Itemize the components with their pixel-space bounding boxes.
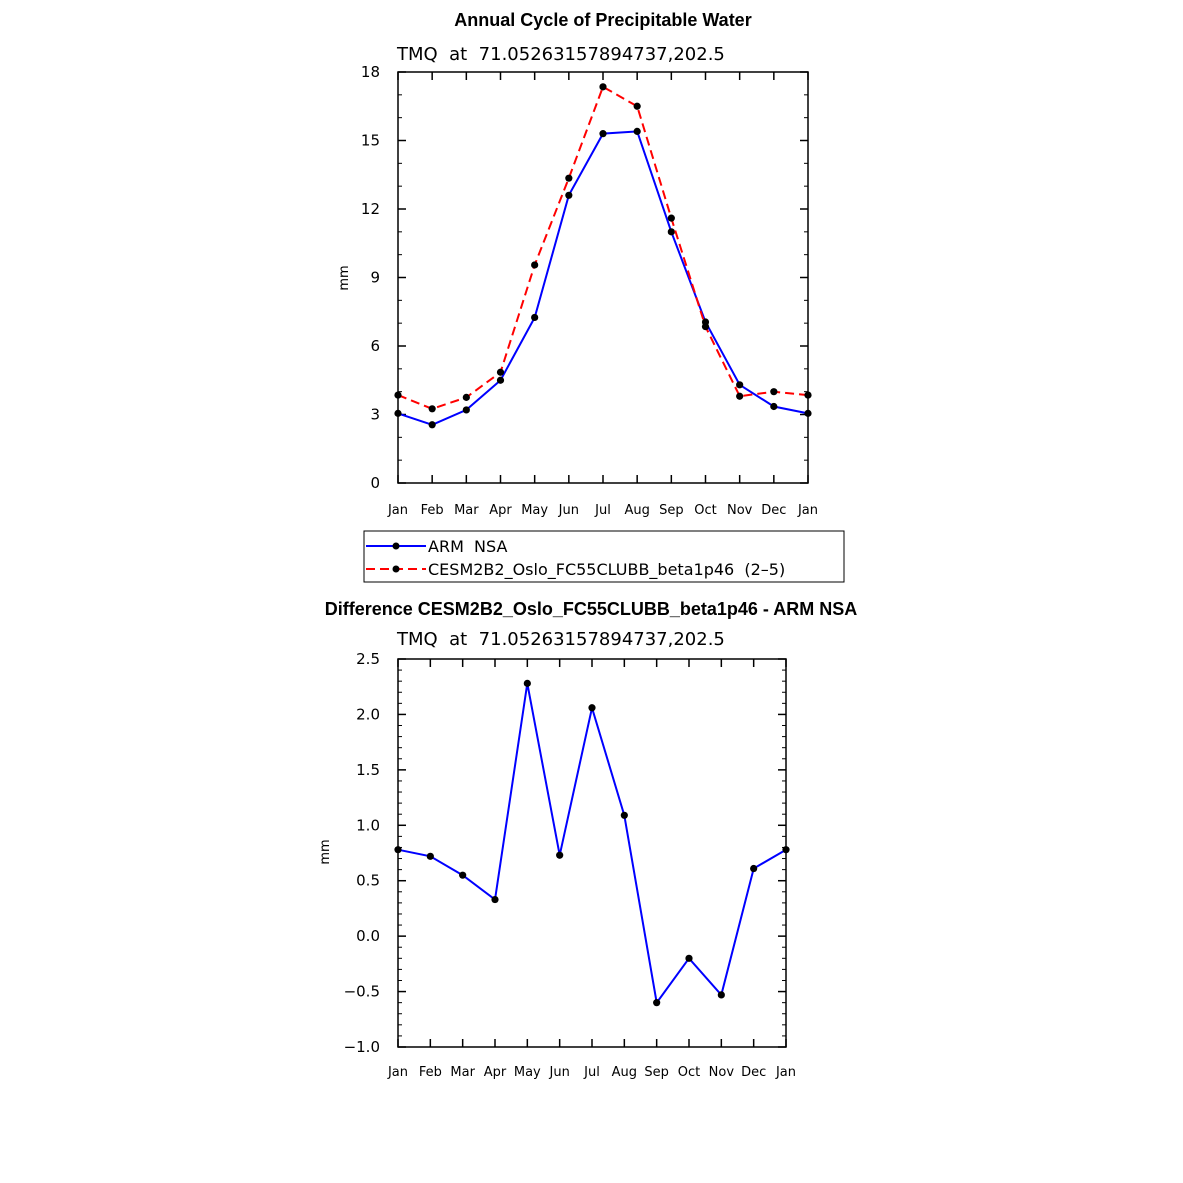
c2-series-0-point [685, 954, 693, 962]
c1-series-0-point [599, 130, 607, 138]
c2-xtick-label: Apr [484, 1065, 507, 1080]
c1-xtick-label: Oct [694, 503, 716, 518]
c1-ytick-label: 0 [370, 474, 380, 492]
c2-xtick-label: Sep [644, 1065, 669, 1080]
c2-series-0-point [523, 679, 531, 687]
c2-xtick-label: Jan [387, 1065, 408, 1080]
c1-xtick-label: Feb [421, 503, 444, 518]
c1-series-1-point [531, 261, 539, 269]
c1-series-0-point [736, 381, 744, 389]
chart1-subtitle: TMQ at 71.05263157894737,202.5 [396, 44, 725, 65]
c1-xtick-label: Apr [489, 503, 512, 518]
c1-series-1-point [496, 368, 505, 376]
c2-xtick-label: Jun [549, 1065, 570, 1080]
c2-series-0-point [588, 704, 596, 712]
chart2-title: Difference CESM2B2_Oslo_FC55CLUBB_beta1p… [325, 599, 857, 619]
legend-cesm-marker [392, 565, 400, 573]
c2-series-0-point [556, 851, 564, 859]
c2-xtick-label: Feb [419, 1065, 442, 1080]
c1-series-0-point [462, 406, 470, 414]
c1-series-1-point [770, 388, 778, 396]
legend-arm-marker [392, 542, 400, 550]
c2-xtick-label: Mar [450, 1065, 475, 1080]
c2-xtick-label: Jul [583, 1065, 600, 1080]
chart1-legend: ARM NSA CESM2B2_Oslo_FC55CLUBB_beta1p46 … [363, 530, 845, 583]
c1-series-1-point [428, 405, 436, 413]
chart2-plot-frame [397, 658, 787, 1048]
chart2-subtitle: TMQ at 71.05263157894737,202.5 [396, 629, 725, 650]
c2-series-0-point [459, 871, 467, 879]
c2-xtick-label: Nov [709, 1065, 735, 1080]
c2-ytick-label: 1.5 [356, 761, 380, 779]
c1-series-1-point [462, 393, 470, 401]
c1-ytick-label: 9 [370, 269, 380, 287]
c1-series-1-point [565, 174, 573, 182]
legend-arm-label: ARM NSA [428, 537, 507, 556]
c1-series-0-point [770, 402, 778, 411]
difference-chart: Difference CESM2B2_Oslo_FC55CLUBB_beta1p… [318, 599, 857, 1080]
chart1-axis-ticks: 0 3 6 9 12 15 18 Jan Feb Mar Apr May Jun Jul Aug Sep Oct… [361, 63, 818, 518]
c1-xtick-label: Sep [659, 503, 684, 518]
c2-ytick-label: −0.5 [344, 983, 380, 1001]
c2-ytick-label: 1.0 [356, 816, 380, 834]
c1-series-0-point [531, 313, 539, 322]
c2-xtick-label: May [514, 1065, 541, 1080]
c1-xtick-label: Dec [761, 503, 786, 518]
chart1-ylabel: mm [337, 265, 352, 290]
chart2-series [394, 679, 790, 1007]
c1-xtick-label: Jun [558, 503, 579, 518]
c2-series-0-point [491, 895, 499, 904]
c1-ytick-label: 6 [370, 337, 380, 355]
c1-series-0-line [397, 130, 809, 426]
c2-xtick-label: Aug [612, 1065, 637, 1080]
c2-xtick-label: Oct [678, 1065, 700, 1080]
c1-series-0-point [496, 376, 505, 384]
legend-cesm-label: CESM2B2_Oslo_FC55CLUBB_beta1p46 (2–5) [428, 560, 785, 580]
c2-ytick-label: 2.0 [356, 705, 380, 723]
chart1-series [394, 83, 812, 429]
c1-xtick-label: Jan [797, 503, 818, 518]
c1-ytick-label: 3 [370, 406, 380, 424]
chart1-title: Annual Cycle of Precipitable Water [454, 10, 751, 30]
c2-series-0-point [717, 991, 725, 999]
c2-series-0-point [620, 811, 628, 819]
c2-series-0-point [750, 864, 758, 873]
c2-series-0-point [426, 852, 434, 860]
c1-series-0-point [565, 191, 573, 199]
c1-series-0-point [667, 228, 675, 236]
chart2-axis-ticks: −1.0 −0.5 0.0 0.5 1.0 1.5 2.0 2.5 Jan Feb Mar Apr Ma… [344, 650, 796, 1080]
c1-xtick-label: Nov [727, 503, 753, 518]
c2-xtick-label: Dec [741, 1065, 766, 1080]
c2-ytick-label: 2.5 [356, 650, 380, 668]
c2-xtick-label: Jan [775, 1065, 796, 1080]
c1-xtick-label: Mar [454, 503, 479, 518]
c1-series-1-point [633, 102, 641, 110]
annual-cycle-chart: Annual Cycle of Precipitable Water TMQ a… [337, 10, 818, 518]
c1-series-1-point [599, 83, 607, 91]
c1-xtick-label: Jul [594, 503, 611, 518]
c1-ytick-label: 15 [361, 132, 380, 150]
c1-series-1-point [701, 322, 710, 331]
c2-ytick-label: 0.5 [356, 872, 380, 890]
chart2-ylabel: mm [318, 839, 333, 864]
c2-series-0-line [397, 683, 787, 1006]
c1-series-0-point [633, 127, 641, 135]
c2-ytick-label: −1.0 [344, 1038, 380, 1056]
chart1-plot-frame [397, 71, 809, 484]
c2-ytick-label: 0.0 [356, 927, 380, 945]
c2-series-0-point [653, 999, 661, 1007]
c1-series-1-point [667, 214, 675, 222]
legend-box [363, 530, 845, 583]
c1-series-1-point [736, 392, 744, 400]
c1-ytick-label: 18 [361, 63, 380, 81]
c1-series-0-point [428, 421, 436, 429]
c1-ytick-label: 12 [361, 200, 380, 218]
c1-xtick-label: May [521, 503, 548, 518]
c1-xtick-label: Aug [624, 503, 649, 518]
c1-xtick-label: Jan [387, 503, 408, 518]
